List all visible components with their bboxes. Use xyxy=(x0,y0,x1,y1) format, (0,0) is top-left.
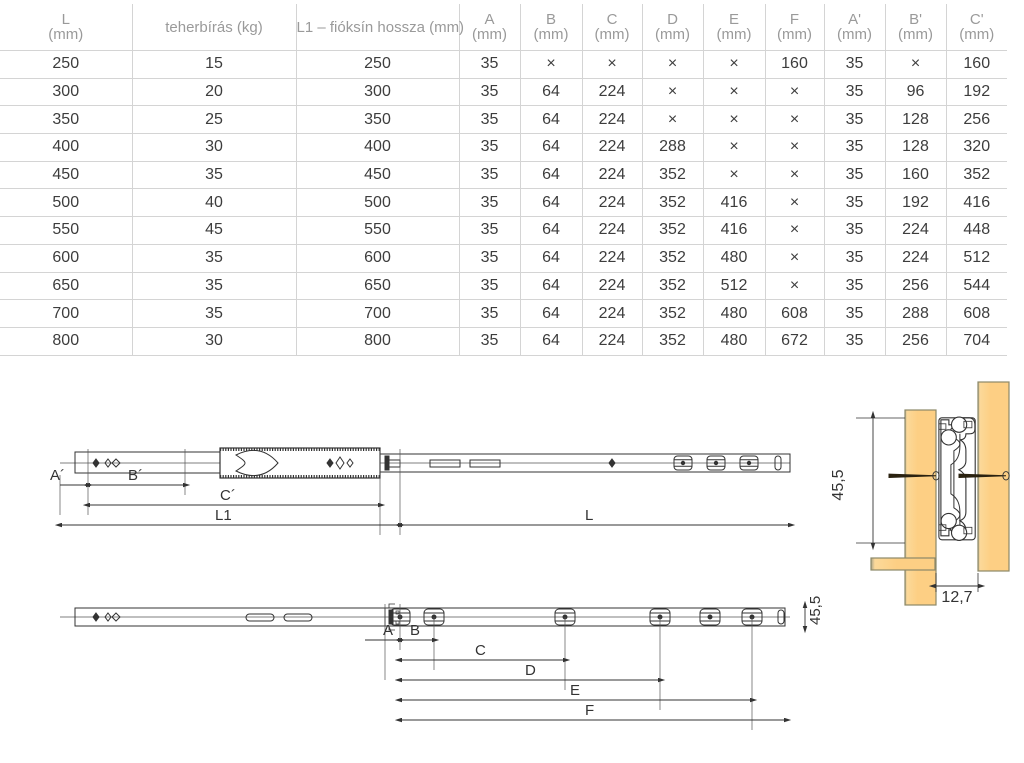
svg-text:C´: C´ xyxy=(220,487,236,504)
svg-text:L1: L1 xyxy=(215,507,232,524)
svg-text:B: B xyxy=(410,622,420,639)
svg-text:45,5: 45,5 xyxy=(830,469,847,500)
svg-text:45,5: 45,5 xyxy=(807,596,824,625)
svg-text:E: E xyxy=(570,682,580,699)
svg-text:L: L xyxy=(585,507,593,524)
svg-text:F: F xyxy=(585,702,594,719)
svg-text:C: C xyxy=(475,642,486,659)
svg-text:D: D xyxy=(525,662,536,679)
svg-text:A´: A´ xyxy=(50,467,65,484)
svg-text:12,7: 12,7 xyxy=(941,589,972,606)
svg-text:B´: B´ xyxy=(128,467,143,484)
svg-text:A: A xyxy=(383,622,393,639)
